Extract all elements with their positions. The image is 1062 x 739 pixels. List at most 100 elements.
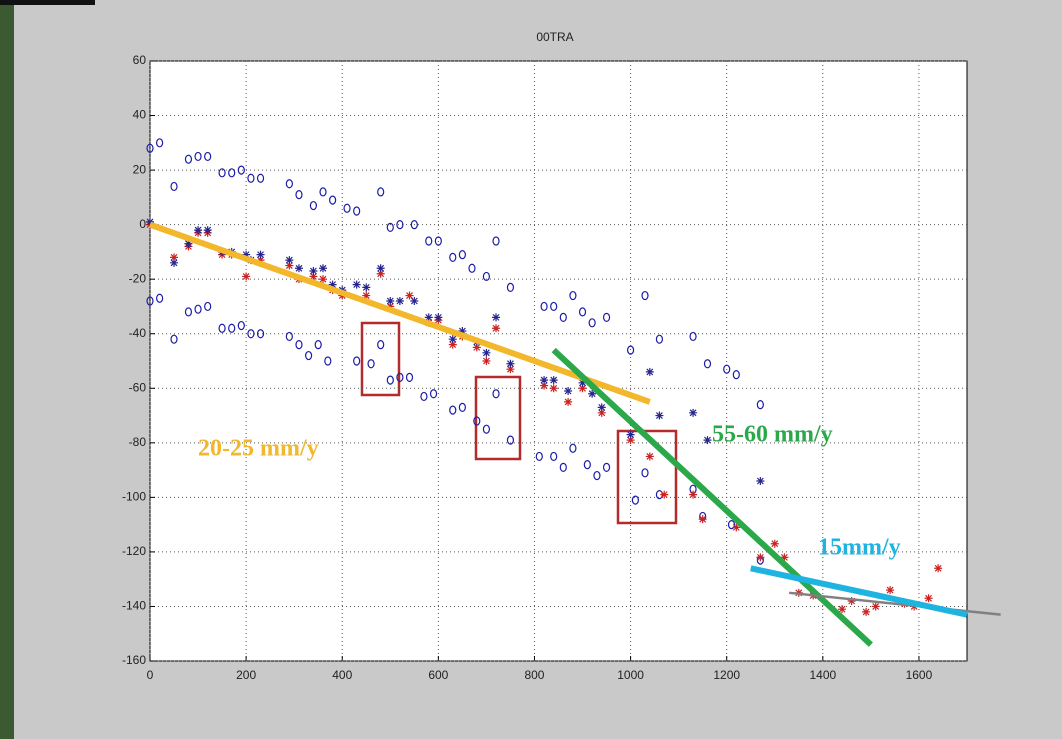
star-marker: [309, 267, 318, 275]
star-marker: [626, 430, 635, 439]
x-tick-label: 1600: [906, 668, 933, 682]
circle-marker: [377, 187, 385, 197]
star-marker: [871, 602, 880, 611]
star-marker: [309, 272, 318, 281]
circle-marker: [449, 252, 457, 262]
circle-marker: [218, 168, 226, 178]
star-marker: [146, 217, 154, 226]
star-marker: [689, 490, 698, 499]
star-marker: [492, 324, 501, 333]
side-image: [0, 0, 14, 739]
y-tick-label: 20: [133, 162, 147, 176]
x-tick-label: 0: [147, 668, 154, 682]
star-marker: [886, 586, 895, 595]
star-marker: [549, 384, 558, 393]
circle-marker: [367, 359, 375, 369]
circle-marker: [550, 301, 558, 312]
circle-marker: [247, 329, 255, 339]
star-marker: [564, 387, 573, 395]
star-marker: [862, 607, 871, 616]
y-tick-label: 0: [139, 217, 146, 231]
star-marker: [588, 389, 597, 398]
x-tick-label: 1000: [617, 668, 644, 682]
circle-marker: [295, 340, 303, 350]
star-marker: [506, 365, 515, 374]
star-marker: [660, 490, 669, 499]
y-tick-label: -100: [122, 490, 146, 504]
y-tick-label: -160: [122, 653, 146, 667]
trend-line: [789, 591, 1001, 616]
circle-marker: [410, 220, 418, 230]
star-marker: [395, 297, 404, 305]
star-marker: [756, 477, 765, 485]
circle-marker: [156, 138, 164, 148]
star-marker: [376, 264, 385, 273]
trend-line: [750, 565, 968, 618]
circle-marker: [550, 451, 558, 462]
star-marker: [448, 335, 457, 344]
y-tick-label: -140: [122, 599, 146, 613]
star-marker: [242, 250, 251, 259]
circle-marker: [285, 331, 293, 342]
circle-marker: [482, 271, 491, 282]
circle-marker: [170, 334, 178, 344]
y-tick-label: 40: [133, 108, 147, 122]
star-marker: [405, 291, 414, 300]
star-marker: [540, 381, 549, 390]
circle-marker: [583, 460, 591, 470]
circle-marker: [569, 443, 577, 453]
circle-marker: [324, 356, 332, 366]
circle-marker: [559, 312, 567, 322]
circle-marker: [194, 304, 202, 314]
circle-marker: [184, 307, 193, 317]
x-tick-label: 800: [524, 668, 544, 682]
circle-marker: [156, 293, 164, 303]
circle-marker: [492, 389, 500, 399]
star-marker: [256, 250, 265, 259]
circle-marker: [353, 206, 361, 216]
star-marker: [285, 261, 294, 270]
star-marker: [294, 264, 303, 273]
circle-marker: [184, 154, 193, 164]
highlight-box: [474, 375, 522, 461]
circle-marker: [458, 402, 466, 412]
star-marker: [506, 359, 515, 368]
circle-marker: [146, 143, 154, 153]
circle-marker: [631, 495, 639, 505]
circle-marker: [655, 334, 664, 344]
star-marker: [319, 275, 328, 284]
star-marker: [626, 436, 635, 445]
circle-marker: [204, 301, 212, 312]
rate-annotation: 20-25 mm/y: [198, 436, 319, 462]
circle-marker: [319, 187, 327, 197]
star-marker: [170, 258, 179, 267]
y-tick-label: -120: [122, 544, 146, 558]
circle-marker: [218, 323, 226, 333]
star-marker: [203, 226, 212, 235]
circle-marker: [588, 318, 596, 328]
star-marker: [424, 313, 433, 322]
star-marker: [352, 280, 361, 289]
x-tick-label: 400: [332, 668, 352, 682]
y-tick-label: 60: [133, 53, 147, 67]
circle-marker: [559, 462, 567, 472]
circle-marker: [449, 405, 457, 415]
circle-marker: [641, 290, 649, 301]
rate-annotation: 55-60 mm/y: [712, 422, 833, 448]
star-marker: [242, 272, 251, 281]
circle-marker: [247, 173, 255, 183]
circle-marker: [578, 307, 587, 317]
circle-marker: [228, 323, 236, 333]
circle-marker: [492, 236, 500, 246]
circle-marker: [425, 236, 433, 246]
circle-marker: [386, 222, 394, 232]
circle-marker: [756, 400, 764, 410]
circle-marker: [194, 151, 202, 162]
circle-marker: [170, 181, 178, 192]
circle-marker: [396, 372, 404, 382]
circle-marker: [593, 470, 601, 481]
trend-line: [148, 221, 651, 405]
star-marker: [434, 313, 443, 322]
star-marker: [482, 357, 491, 365]
